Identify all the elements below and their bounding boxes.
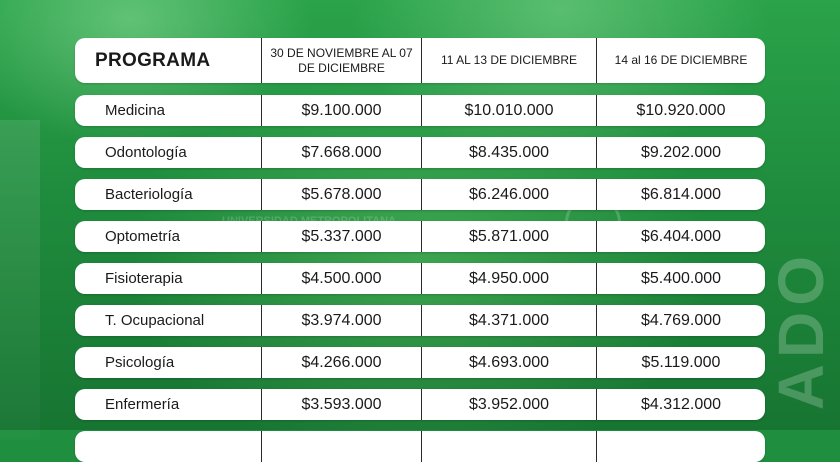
table-row: Psicología $4.266.000 $4.693.000 $5.119.…	[75, 347, 765, 378]
program-name: Psicología	[105, 354, 175, 371]
table-row: Fisioterapia $4.500.000 $4.950.000 $5.40…	[75, 263, 765, 294]
header-period-3: 14 al 16 DE DICIEMBRE	[596, 38, 765, 83]
header-programa: PROGRAMA	[95, 49, 211, 71]
price-period-2: $4.693.000	[421, 347, 596, 378]
price-period-2: $3.952.000	[421, 389, 596, 420]
price-period-2: $6.246.000	[421, 179, 596, 210]
program-name-cut	[75, 431, 261, 462]
price-period-2: $10.010.000	[421, 95, 596, 126]
table-row: T. Ocupacional $3.974.000 $4.371.000 $4.…	[75, 305, 765, 336]
side-vertical-text: ADO	[765, 250, 837, 411]
price-period-1: $5.337.000	[261, 221, 421, 252]
header-period-1: 30 DE NOVIEMBRE AL 07 DE DICIEMBRE	[261, 38, 421, 83]
price-period-3: $6.814.000	[596, 179, 765, 210]
price-period-3: $4.769.000	[596, 305, 765, 336]
price-cut-1	[261, 431, 421, 462]
price-period-1: $4.500.000	[261, 263, 421, 294]
price-period-1: $4.266.000	[261, 347, 421, 378]
table-row-partial	[75, 431, 765, 462]
program-name: T. Ocupacional	[105, 312, 205, 329]
program-name: Enfermería	[105, 396, 180, 413]
price-period-3: $9.202.000	[596, 137, 765, 168]
program-name: Fisioterapia	[105, 270, 183, 287]
price-cut-2	[421, 431, 596, 462]
table-row: Enfermería $3.593.000 $3.952.000 $4.312.…	[75, 389, 765, 420]
program-name: Optometría	[105, 228, 181, 245]
price-period-1: $9.100.000	[261, 95, 421, 126]
price-period-2: $5.871.000	[421, 221, 596, 252]
price-period-2: $4.371.000	[421, 305, 596, 336]
program-name: Medicina	[105, 102, 166, 119]
price-period-1: $7.668.000	[261, 137, 421, 168]
price-period-1: $3.593.000	[261, 389, 421, 420]
price-period-2: $8.435.000	[421, 137, 596, 168]
program-name: Bacteriología	[105, 186, 193, 203]
price-period-3: $6.404.000	[596, 221, 765, 252]
price-period-3: $10.920.000	[596, 95, 765, 126]
price-period-2: $4.950.000	[421, 263, 596, 294]
price-period-3: $4.312.000	[596, 389, 765, 420]
table-row: Optometría $5.337.000 $5.871.000 $6.404.…	[75, 221, 765, 252]
table-row: Odontología $7.668.000 $8.435.000 $9.202…	[75, 137, 765, 168]
table-header-row: PROGRAMA 30 DE NOVIEMBRE AL 07 DE DICIEM…	[75, 38, 765, 83]
price-cut-3	[596, 431, 765, 462]
table-row: Medicina $9.100.000 $10.010.000 $10.920.…	[75, 95, 765, 126]
program-name: Odontología	[105, 144, 187, 161]
header-period-2: 11 AL 13 DE DICIEMBRE	[421, 38, 596, 83]
price-period-3: $5.119.000	[596, 347, 765, 378]
price-period-1: $3.974.000	[261, 305, 421, 336]
table-row: Bacteriología $5.678.000 $6.246.000 $6.8…	[75, 179, 765, 210]
background-stripe	[0, 120, 40, 440]
price-period-1: $5.678.000	[261, 179, 421, 210]
price-period-3: $5.400.000	[596, 263, 765, 294]
price-table: PROGRAMA 30 DE NOVIEMBRE AL 07 DE DICIEM…	[75, 38, 765, 462]
